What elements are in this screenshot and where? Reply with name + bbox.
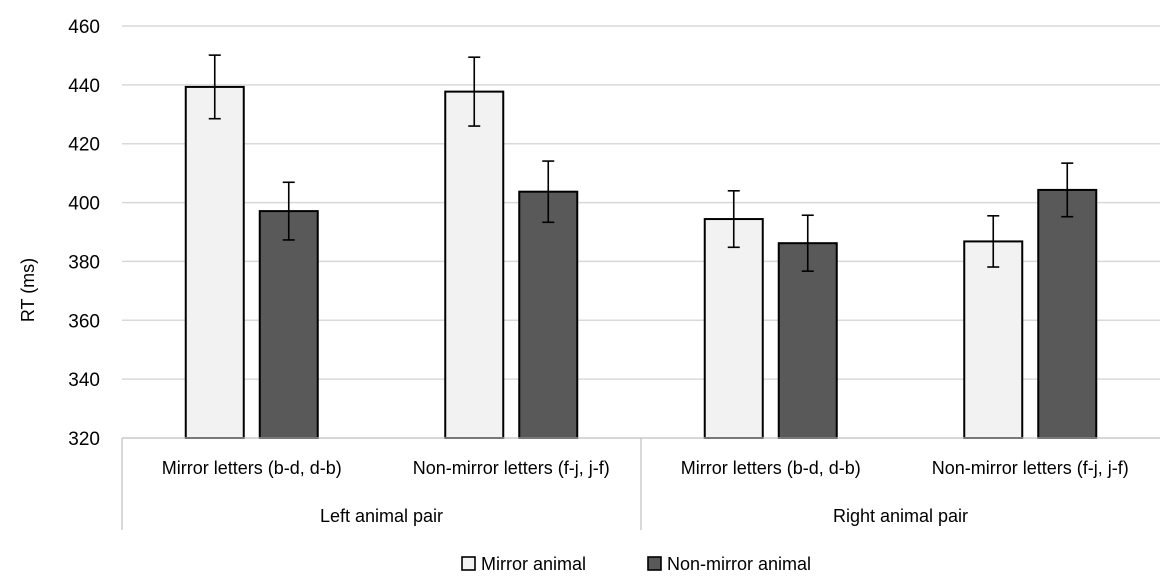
legend-label: Non-mirror animal (667, 554, 811, 574)
y-tick-label: 320 (68, 429, 100, 450)
y-tick-label: 420 (68, 135, 100, 156)
y-tick-label: 340 (68, 370, 100, 391)
x-group-label: Right animal pair (833, 506, 968, 526)
legend-label: Mirror animal (481, 554, 586, 574)
y-tick-label: 460 (68, 17, 100, 38)
y-tick-label: 360 (68, 311, 100, 332)
y-tick-label: 380 (68, 252, 100, 273)
y-tick-label: 440 (68, 76, 100, 97)
y-axis-title: RT (ms) (18, 258, 38, 322)
bar (777, 242, 838, 439)
bar (444, 90, 505, 440)
bars (184, 85, 1098, 440)
error-bars (208, 54, 1074, 272)
bar (518, 190, 579, 439)
bar (963, 240, 1024, 439)
bar (1037, 188, 1098, 439)
legend: Mirror animal Non-mirror animal (461, 554, 811, 574)
x-group-label: Left animal pair (320, 506, 443, 526)
legend-swatch (461, 556, 476, 571)
bar (184, 85, 245, 439)
x-category-label: Mirror letters (b-d, d-b) (681, 458, 861, 478)
legend-swatch (647, 556, 662, 571)
y-tick-label: 400 (68, 194, 100, 215)
x-category-label: Non-mirror letters (f-j, j-f) (413, 458, 610, 478)
x-category-label: Mirror letters (b-d, d-b) (162, 458, 342, 478)
bar (703, 218, 764, 439)
x-category-label: Non-mirror letters (f-j, j-f) (932, 458, 1129, 478)
bar (258, 210, 319, 439)
y-axis: 320 340 360 380 400 420 440 460 (68, 17, 100, 450)
x-axis: Mirror letters (b-d, d-b) Non-mirror lett… (121, 437, 1160, 530)
